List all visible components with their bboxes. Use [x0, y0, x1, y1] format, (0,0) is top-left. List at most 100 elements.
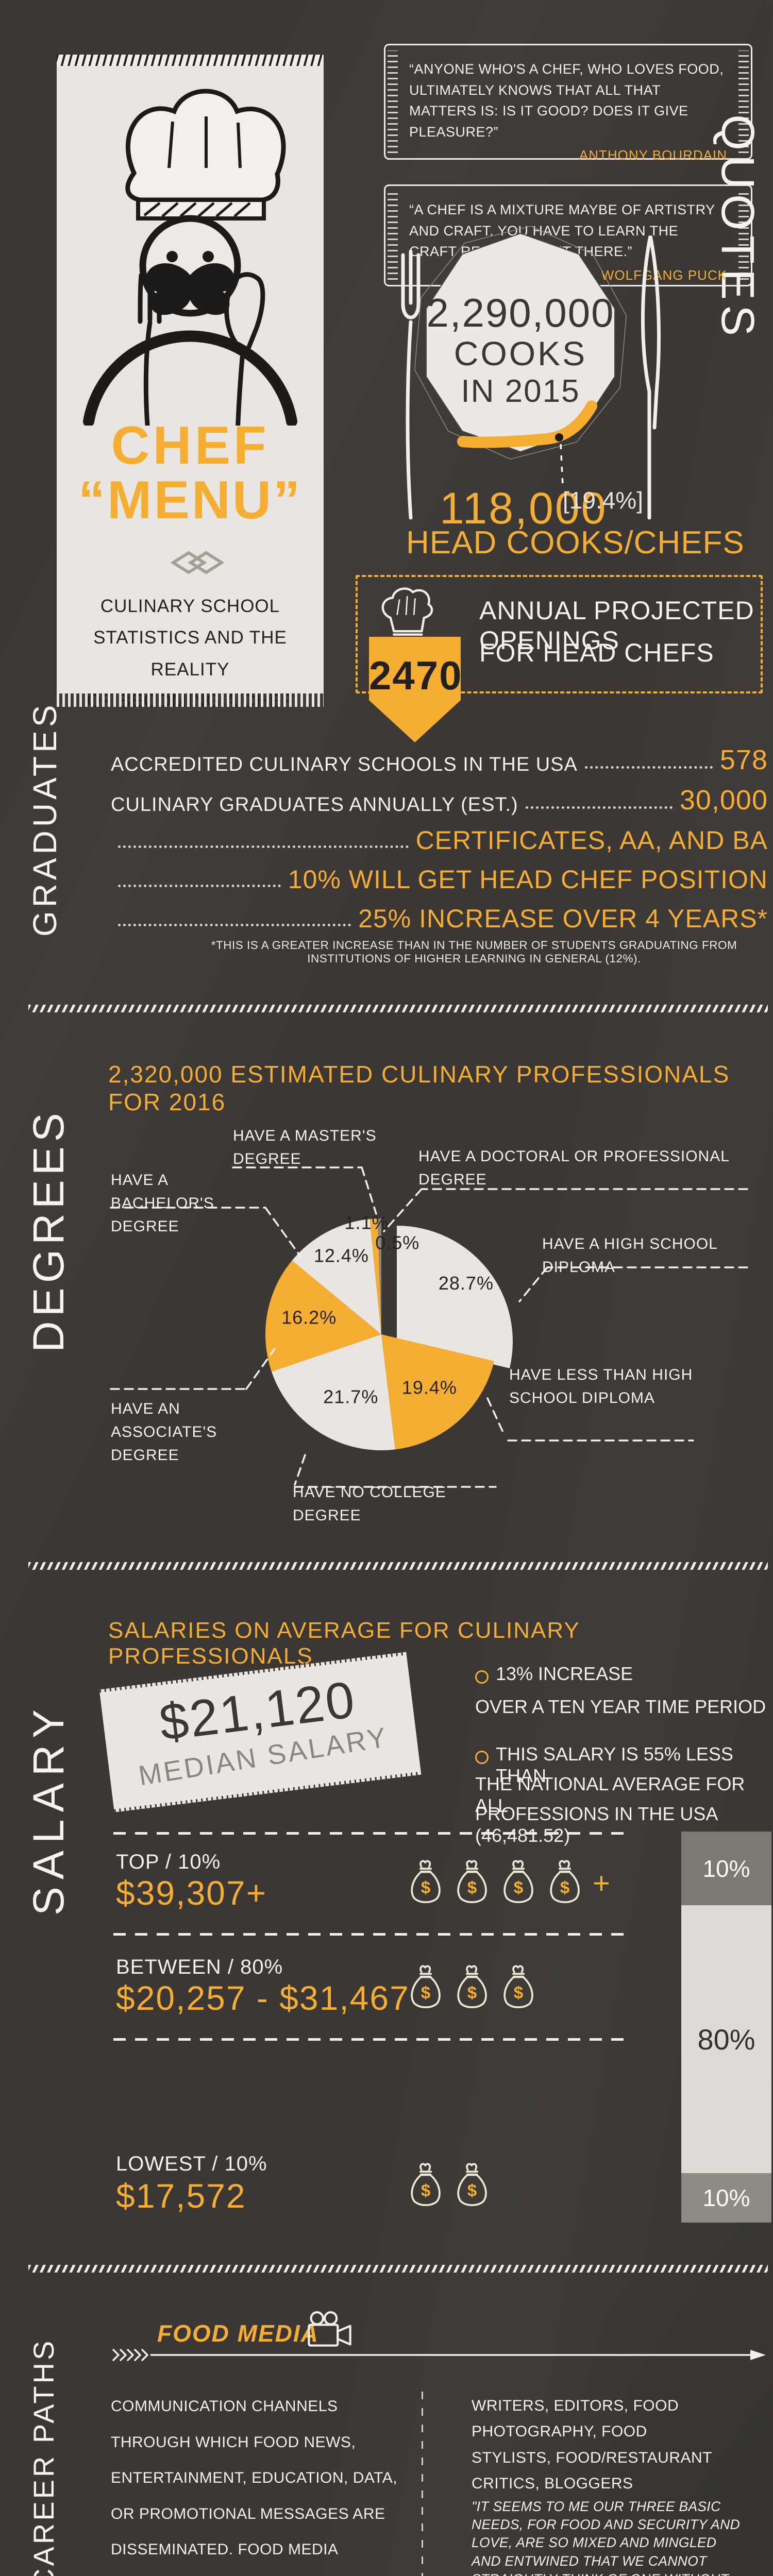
chef-eye-right	[203, 251, 214, 262]
pie-percent-label: 21.7%	[323, 1386, 378, 1407]
pie-slice	[397, 1226, 513, 1368]
tier-value: $39,307+	[116, 1874, 267, 1912]
tier-separator	[113, 1832, 624, 1835]
bracket-bottom-10: 10%	[681, 2173, 771, 2223]
section-divider	[28, 2265, 768, 2273]
fork-icon	[138, 271, 162, 426]
dotted-leader	[118, 924, 351, 926]
chef-eye-left	[166, 251, 178, 262]
graduates-row: CULINARY GRADUATES ANNUALLY (EST.) 30,00…	[111, 784, 768, 816]
pie-percent-label: 19.4%	[402, 1377, 457, 1398]
median-salary-tag: $21,120 MEDIAN SALARY	[99, 1652, 422, 1812]
bullet-ring-icon	[475, 1670, 489, 1684]
card-title-chef: CHEF	[111, 416, 270, 476]
bracket-top-10: 10%	[681, 1832, 771, 1905]
graduates-section-label: GRADUATES	[26, 701, 63, 937]
tier-label: LOWEST / 10%	[116, 2153, 267, 2175]
section-divider	[28, 1005, 768, 1012]
pie-slice	[381, 1334, 494, 1450]
salary-bullet-line: OVER A TEN YEAR TIME PERIOD	[475, 1696, 766, 1717]
pie-slice	[369, 1218, 381, 1334]
quote-text: “ANYONE WHO'S A CHEF, WHO LOVES FOOD, UL…	[409, 61, 724, 140]
salary-bullet-line: PROFESSIONS IN THE USA (46,481.52)	[475, 1803, 717, 1846]
graduates-row: ACCREDITED CULINARY SCHOOLS IN THE USA 5…	[111, 744, 768, 776]
pie-label-highschool: HAVE A HIGH SCHOOL DIPLOMA	[542, 1235, 717, 1276]
salary-title: SALARIES ON AVERAGE FOR CULINARY PROFESS…	[108, 1618, 580, 1669]
money-bag-icon	[457, 1965, 487, 2008]
row-label: ACCREDITED CULINARY SCHOOLS IN THE USA	[111, 754, 578, 775]
plus-sign: +	[593, 1867, 610, 1900]
graduates-row: CERTIFICATES, AA, AND BA	[111, 825, 768, 855]
tier-separator	[113, 2038, 624, 2041]
salary-bullet-line: 13% INCREASE	[496, 1663, 633, 1684]
money-bags: +	[407, 1859, 610, 1905]
plate-setting	[401, 226, 661, 520]
row-value: 578	[719, 744, 768, 775]
money-bag-icon	[550, 1860, 580, 1903]
careers-section-label: TRENDY NEW CAREER PATHS	[27, 2338, 60, 2576]
row-label: CULINARY GRADUATES ANNUALLY (EST.)	[111, 794, 518, 816]
row-value: 25% INCREASE OVER 4 YEARS*	[358, 904, 768, 933]
head-cooks-label: HEAD COOKS/CHEFS	[406, 525, 745, 561]
tier-value: $20,257 - $31,467	[116, 1979, 410, 2017]
dotted-leader	[584, 766, 713, 769]
tier-value: $17,572	[116, 2177, 246, 2215]
money-bag-icon	[411, 2163, 441, 2206]
quote-text: “A CHEF IS A MIXTURE MAYBE OF ARTISTRY A…	[409, 202, 715, 259]
card-title-menu: “MENU”	[78, 470, 303, 530]
column-divider	[422, 2392, 423, 2576]
dotted-leader	[118, 885, 281, 887]
pie-slice	[271, 1334, 395, 1450]
plate	[426, 232, 615, 453]
money-bag-icon	[457, 2163, 487, 2206]
dotted-leader	[525, 806, 673, 809]
knife-icon	[224, 272, 265, 426]
quote-box-2: “A CHEF IS A MIXTURE MAYBE OF ARTISTRY A…	[384, 184, 752, 286]
money-bag-icon	[411, 1860, 441, 1903]
tier-label: BETWEEN / 80%	[116, 1956, 283, 1978]
food-media-desc-left: COMMUNICATION CHANNELS THROUGH WHICH FOO…	[111, 2398, 398, 2558]
head-cooks-pct: [19.4%]	[563, 487, 643, 514]
pie-slice	[377, 1218, 381, 1334]
food-media-desc-right: WRITERS, EDITORS, FOOD PHOTOGRAPHY, FOOD…	[472, 2397, 712, 2493]
path-arrow	[112, 2349, 766, 2361]
pie-percent-label: 28.7%	[439, 1273, 494, 1294]
quote-author: ANTHONY BOURDAIN	[579, 147, 727, 163]
row-value: CERTIFICATES, AA, AND BA	[415, 826, 768, 855]
degrees-title: 2,320,000 ESTIMATED CULINARY PROFESSIONA…	[108, 1061, 730, 1115]
row-value: 30,000	[679, 785, 768, 816]
graduates-row: 25% INCREASE OVER 4 YEARS*	[111, 904, 768, 934]
openings-line1: ANNUAL PROJECTED OPENINGS	[479, 596, 754, 655]
tier-label: TOP / 10%	[116, 1851, 221, 1873]
pie-slice	[292, 1219, 381, 1334]
leader-line	[560, 444, 564, 486]
pie-slice	[265, 1260, 381, 1372]
graduates-row: 10% WILL GET HEAD CHEF POSITION	[111, 865, 768, 894]
card-binding-decoration	[57, 55, 324, 66]
plate-stat-line1: 2,290,000	[426, 290, 615, 335]
graduates-footnote: *THIS IS A GREATER INCREASE THAN IN THE …	[211, 939, 737, 965]
chef-illustration	[83, 89, 297, 426]
salary-bullet-line: THIS SALARY IS 55% LESS THAN	[496, 1743, 733, 1786]
knife-icon	[641, 235, 661, 520]
money-bags	[407, 1964, 538, 2010]
salary-section-label: SALARY	[24, 1702, 73, 1916]
tier-separator	[113, 1933, 624, 1936]
pie-percent-label: 16.2%	[281, 1307, 337, 1328]
money-bags	[407, 2162, 492, 2208]
pie-label-bachelors: HAVE A BACHELOR'S DEGREE	[111, 1172, 214, 1235]
bracket-mid-80: 80%	[681, 1905, 771, 2173]
fork-icon	[401, 249, 421, 520]
plate-stat-line3: IN 2015	[461, 374, 580, 409]
pie-label-doctoral: HAVE A DOCTORAL OR PROFESSIONAL DEGREE	[418, 1148, 729, 1188]
openings-line2: FOR HEAD CHEFS	[479, 638, 714, 667]
degrees-pie-chart: 28.7% 19.4% 21.7% 16.2% 12.4% 1.1%0.5%	[110, 1166, 748, 1488]
money-bag-icon	[503, 1860, 533, 1903]
row-value: 10% WILL GET HEAD CHEF POSITION	[288, 865, 768, 894]
pie-percent-label: 12.4%	[314, 1245, 369, 1266]
head-cooks-value: 118,000	[440, 484, 608, 533]
salary-bullet-line: THE NATIONAL AVERAGE FOR ALL	[475, 1773, 745, 1816]
quote-author: WOLFGANG PUCK	[601, 267, 727, 283]
diamond-ornament-icon	[170, 551, 224, 574]
